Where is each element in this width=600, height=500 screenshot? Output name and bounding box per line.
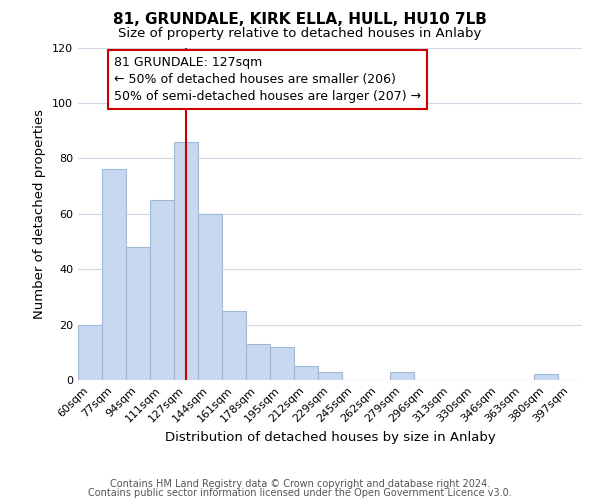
Bar — [270, 347, 294, 380]
Bar — [150, 200, 174, 380]
Bar — [126, 247, 150, 380]
Bar — [78, 324, 102, 380]
Bar — [294, 366, 318, 380]
Bar — [390, 372, 414, 380]
Bar — [222, 310, 246, 380]
Bar — [102, 170, 126, 380]
Bar — [534, 374, 558, 380]
Bar — [246, 344, 270, 380]
Y-axis label: Number of detached properties: Number of detached properties — [34, 109, 46, 319]
Text: Size of property relative to detached houses in Anlaby: Size of property relative to detached ho… — [118, 28, 482, 40]
Bar — [174, 142, 198, 380]
X-axis label: Distribution of detached houses by size in Anlaby: Distribution of detached houses by size … — [164, 431, 496, 444]
Text: 81, GRUNDALE, KIRK ELLA, HULL, HU10 7LB: 81, GRUNDALE, KIRK ELLA, HULL, HU10 7LB — [113, 12, 487, 28]
Text: Contains HM Land Registry data © Crown copyright and database right 2024.: Contains HM Land Registry data © Crown c… — [110, 479, 490, 489]
Bar — [198, 214, 222, 380]
Text: 81 GRUNDALE: 127sqm
← 50% of detached houses are smaller (206)
50% of semi-detac: 81 GRUNDALE: 127sqm ← 50% of detached ho… — [114, 56, 421, 103]
Bar — [318, 372, 342, 380]
Text: Contains public sector information licensed under the Open Government Licence v3: Contains public sector information licen… — [88, 488, 512, 498]
